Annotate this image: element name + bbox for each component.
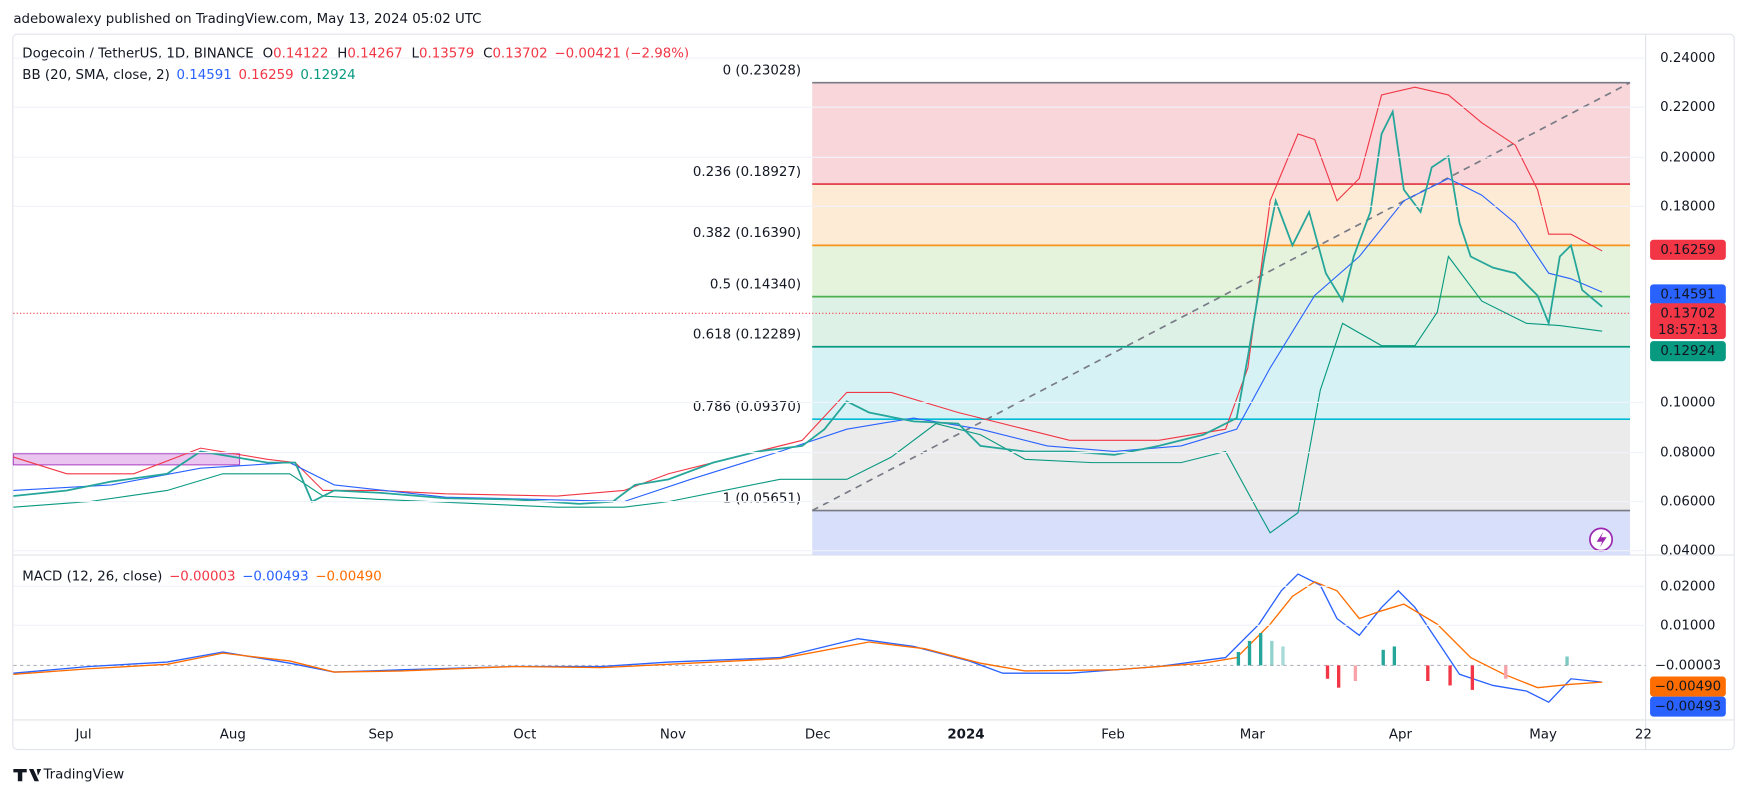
ohlc-key: O bbox=[263, 47, 274, 62]
ohlc-value: 0.13702 bbox=[492, 47, 547, 62]
bb-lower-badge-bg bbox=[1650, 341, 1726, 362]
symbol: Dogecoin / TetherUS, 1D, BINANCE bbox=[22, 47, 253, 62]
macd-legend: MACD (12, 26, close) −0.00003 −0.00493 −0.0… bbox=[22, 569, 382, 584]
price-tick-label: 0.06000 bbox=[1660, 495, 1715, 510]
bb-basis-badge-bg bbox=[1650, 284, 1726, 305]
price-path bbox=[13, 108, 1603, 505]
time-tick-label: Dec bbox=[805, 727, 831, 742]
bb-value: 0.16259 bbox=[238, 68, 293, 83]
bb-lower-badge: 0.12924 bbox=[1660, 344, 1715, 359]
bb-upper-badge-bg bbox=[1650, 239, 1726, 260]
macd-value: −0.00490 bbox=[315, 569, 381, 584]
time-tick-label: Oct bbox=[513, 727, 536, 742]
fib-level-label: 0 (0.23028) bbox=[723, 63, 801, 78]
price-tick-label: 0.24000 bbox=[1660, 51, 1715, 66]
macd-hist-badge: −0.00003 bbox=[1655, 658, 1721, 673]
fib-zones bbox=[811, 81, 1631, 556]
price-tick-label: 0.20000 bbox=[1660, 150, 1715, 165]
ohlc-value: 0.13579 bbox=[419, 47, 474, 62]
countdown: 18:57:13 bbox=[1658, 323, 1718, 338]
last-price-badge-bg bbox=[1650, 303, 1726, 339]
macd-label: MACD (12, 26, close) bbox=[22, 569, 162, 584]
price-tick-label: 0.08000 bbox=[1660, 446, 1715, 461]
time-tick-label: Aug bbox=[220, 727, 246, 742]
ohlc-key: H bbox=[337, 47, 347, 62]
change: −0.00421 (−2.98%) bbox=[554, 47, 689, 62]
fib-level-label: 0.786 (0.09370) bbox=[693, 400, 801, 415]
time-tick-label: Apr bbox=[1389, 727, 1413, 742]
time-tick-label: Nov bbox=[660, 727, 686, 742]
macd-tick-label: 0.02000 bbox=[1660, 579, 1715, 594]
brand: TradingView bbox=[42, 768, 124, 783]
ohlc-value: 0.14267 bbox=[347, 47, 402, 62]
range-box bbox=[12, 453, 241, 466]
macd-signal-badge: −0.00490 bbox=[1655, 680, 1721, 695]
fib-level-label: 0.382 (0.16390) bbox=[693, 226, 801, 241]
time-tick-label: 22 bbox=[1635, 727, 1652, 742]
time-tick-label: Feb bbox=[1101, 727, 1125, 742]
macd-histogram bbox=[1236, 633, 1569, 690]
bb-upper-badge: 0.16259 bbox=[1660, 243, 1715, 258]
macd-tick-label: 0.01000 bbox=[1660, 618, 1715, 633]
price-tick-label: 0.18000 bbox=[1660, 199, 1715, 214]
price-tick-label: 0.22000 bbox=[1660, 100, 1715, 115]
chart-frame bbox=[12, 33, 1735, 751]
macd-line-badge-bg bbox=[1650, 696, 1726, 717]
bb-upper bbox=[13, 86, 1603, 497]
macd-hist-badge-bg bbox=[1650, 656, 1726, 675]
macd-line-badge: −0.00493 bbox=[1655, 700, 1721, 715]
time-tick-label: Sep bbox=[368, 727, 393, 742]
macd-signal bbox=[13, 581, 1603, 689]
bb-legend: BB (20, SMA, close, 2) 0.14591 0.16259 0.12… bbox=[22, 68, 355, 83]
bb-basis bbox=[13, 177, 1603, 503]
bb-lower bbox=[13, 255, 1603, 534]
ohlc-key: C bbox=[483, 47, 492, 62]
fib-level-label: 0.618 (0.12289) bbox=[693, 327, 801, 342]
macd-value: −0.00003 bbox=[169, 569, 235, 584]
price-tick-label: 0.04000 bbox=[1660, 544, 1715, 559]
time-tick-label: Mar bbox=[1240, 727, 1266, 742]
time-tick-label: Jul bbox=[74, 727, 91, 742]
publisher-line: adebowalexy published on TradingView.com… bbox=[13, 12, 481, 27]
bb-label: BB (20, SMA, close, 2) bbox=[22, 68, 170, 83]
alert-bolt bbox=[1596, 531, 1607, 548]
fib-level-label: 0.236 (0.18927) bbox=[693, 165, 801, 180]
macd-signal-badge-bg bbox=[1650, 676, 1726, 697]
bb-value: 0.14591 bbox=[177, 68, 232, 83]
legend-line: Dogecoin / TetherUS, 1D, BINANCE O0.14122… bbox=[22, 47, 689, 62]
ohlc-value: 0.14122 bbox=[273, 47, 328, 62]
bb-basis-badge: 0.14591 bbox=[1660, 287, 1715, 302]
last-price: 0.13702 bbox=[1660, 306, 1715, 321]
fib-level-label: 1 (0.05651) bbox=[723, 491, 801, 506]
ohlc-key: L bbox=[412, 47, 420, 62]
tradingview-logo bbox=[13, 769, 42, 782]
time-tick-label: May bbox=[1529, 727, 1557, 742]
price-tick-label: 0.10000 bbox=[1660, 395, 1715, 410]
macd-value: −0.00493 bbox=[242, 569, 308, 584]
time-tick-label: 2024 bbox=[947, 727, 984, 742]
fib-level-label: 0.5 (0.14340) bbox=[710, 277, 801, 292]
bb-value: 0.12924 bbox=[300, 68, 355, 83]
